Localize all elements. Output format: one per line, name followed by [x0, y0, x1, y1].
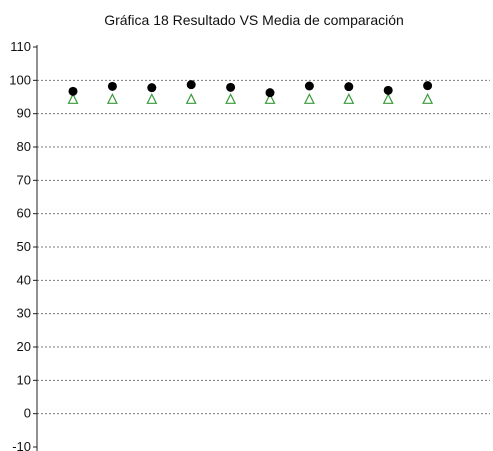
- circle-point-6: [265, 88, 275, 98]
- y-tick-label: 100: [9, 72, 31, 87]
- triangle-point-9: [382, 92, 394, 104]
- circle-point-3: [147, 83, 157, 93]
- circle-point-10: [423, 81, 433, 91]
- triangle-point-5: [225, 92, 237, 104]
- triangle-point-2: [106, 92, 118, 104]
- triangle-point-7: [303, 92, 315, 104]
- triangle-point-3: [146, 92, 158, 104]
- y-tick-label: 40: [17, 272, 31, 287]
- y-tick-label: 0: [24, 406, 31, 421]
- circle-point-9: [383, 85, 393, 95]
- y-tick-label: 20: [17, 339, 31, 354]
- circle-point-4: [186, 80, 196, 90]
- triangle-point-1: [67, 92, 79, 104]
- y-tick-label: 80: [17, 139, 31, 154]
- y-tick-label: 50: [17, 239, 31, 254]
- circle-point-7: [304, 81, 314, 91]
- triangle-point-8: [343, 92, 355, 104]
- circle-point-2: [107, 81, 117, 91]
- circle-point-1: [68, 86, 78, 96]
- data-points: [67, 80, 434, 104]
- chart-title: Gráfica 18 Resultado VS Media de compara…: [104, 12, 404, 28]
- triangle-point-4: [185, 92, 197, 104]
- triangle-point-6: [264, 92, 276, 104]
- y-tick-label: 10: [17, 372, 31, 387]
- y-tick-label: 30: [17, 306, 31, 321]
- circle-point-8: [344, 82, 354, 92]
- y-tick-label: -10: [12, 439, 31, 451]
- y-tick-label: 70: [17, 172, 31, 187]
- grid-lines: [37, 79, 490, 415]
- y-tick-label: 110: [10, 39, 31, 54]
- y-tick-label: 60: [17, 206, 31, 221]
- triangle-point-10: [422, 92, 434, 104]
- circle-point-5: [226, 82, 236, 92]
- y-tick-label: 90: [17, 106, 31, 121]
